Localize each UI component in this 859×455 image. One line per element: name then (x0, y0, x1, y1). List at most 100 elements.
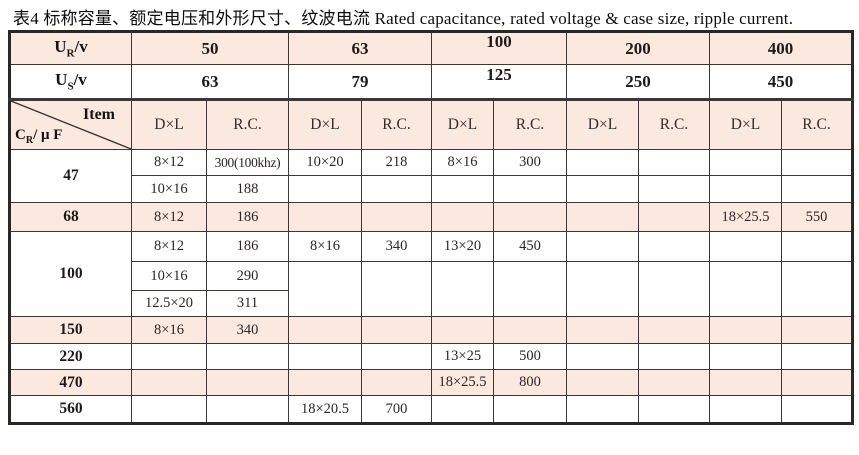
cell (131, 395, 207, 424)
ur-value-50: 50 (131, 31, 289, 65)
cell (709, 231, 782, 262)
cell (493, 175, 567, 203)
cell (431, 316, 494, 344)
cell: 8×12 (131, 231, 207, 262)
cell: 10×16 (131, 175, 207, 203)
cell (493, 202, 567, 232)
cell: 8×16 (288, 231, 362, 262)
cell: 800 (493, 369, 567, 396)
cap-row-label-47: 47 (9, 149, 132, 203)
cell (288, 261, 362, 317)
cell: 18×25.5 (709, 202, 782, 232)
cell (206, 369, 289, 396)
cap-row-label-68: 68 (9, 202, 132, 232)
cell (206, 395, 289, 424)
cell (493, 316, 567, 344)
cell (288, 343, 362, 370)
cell: 13×25 (431, 343, 494, 370)
cell (493, 395, 567, 424)
capacitor-spec-table: UR/v 50 63 100 200 400 US/v 63 79 125 25… (8, 30, 854, 425)
col-header-rc: R.C. (361, 99, 432, 150)
cell (781, 343, 853, 370)
us-value-125: 125 (431, 64, 567, 101)
us-row-label: US/v (9, 64, 132, 101)
cell: 10×20 (288, 149, 362, 176)
ur-value-200: 200 (566, 31, 710, 65)
cell (566, 231, 639, 262)
cell (566, 316, 639, 344)
col-header-rc: R.C. (493, 99, 567, 150)
cell: 700 (361, 395, 432, 424)
us-value-63: 63 (131, 64, 289, 101)
cell (206, 343, 289, 370)
cell (361, 369, 432, 396)
cell (781, 395, 853, 424)
item-label: Item (83, 106, 115, 123)
cell (361, 343, 432, 370)
cell (431, 175, 494, 203)
cell (638, 395, 710, 424)
cell (709, 395, 782, 424)
cell (288, 369, 362, 396)
cell: 8×16 (431, 149, 494, 176)
col-header-rc: R.C. (206, 99, 289, 150)
cell (431, 395, 494, 424)
col-header-rc: R.C. (638, 99, 710, 150)
cell (361, 261, 432, 317)
ur-value-63: 63 (288, 31, 432, 65)
ur-value-400: 400 (709, 31, 853, 65)
cell (288, 202, 362, 232)
cell: 8×12 (131, 149, 207, 176)
cell (566, 202, 639, 232)
cell: 550 (781, 202, 853, 232)
cell (288, 316, 362, 344)
ur-value-100: 100 (431, 31, 567, 65)
cell (566, 343, 639, 370)
cell: 18×25.5 (431, 369, 494, 396)
cell (781, 175, 853, 203)
cell (781, 149, 853, 176)
cap-row-label-100: 100 (9, 231, 132, 317)
cap-row-label-220: 220 (9, 343, 132, 370)
cap-row-label-470: 470 (9, 369, 132, 396)
cell (638, 175, 710, 203)
cell: 500 (493, 343, 567, 370)
cell: 300 (493, 149, 567, 176)
col-header-dxl: D×L (131, 99, 207, 150)
col-header-dxl: D×L (431, 99, 494, 150)
cell: 18×20.5 (288, 395, 362, 424)
cell (566, 395, 639, 424)
cell (709, 316, 782, 344)
cell: 10×16 (131, 261, 207, 291)
cell: 13×20 (431, 231, 494, 262)
diagonal-line (11, 101, 131, 149)
col-header-rc: R.C. (781, 99, 853, 150)
us-value-250: 250 (566, 64, 710, 101)
cell (131, 369, 207, 396)
cell: 340 (206, 316, 289, 344)
cell: 311 (206, 290, 289, 317)
cell: 8×12 (131, 202, 207, 232)
cell (431, 202, 494, 232)
cell (638, 343, 710, 370)
cell (709, 149, 782, 176)
cell (781, 231, 853, 262)
col-header-dxl: D×L (709, 99, 782, 150)
cell (361, 202, 432, 232)
cell (638, 231, 710, 262)
cell: 300(100khz) (206, 149, 289, 176)
cell: 290 (206, 261, 289, 291)
cell (131, 343, 207, 370)
cell (781, 369, 853, 396)
cell (638, 316, 710, 344)
cap-row-label-560: 560 (9, 395, 132, 424)
col-header-dxl: D×L (566, 99, 639, 150)
cell (709, 261, 782, 317)
cell: 218 (361, 149, 432, 176)
us-value-450: 450 (709, 64, 853, 101)
cell (431, 261, 494, 317)
cell (493, 261, 567, 317)
cell (781, 261, 853, 317)
cell: 188 (206, 175, 289, 203)
cell: 450 (493, 231, 567, 262)
